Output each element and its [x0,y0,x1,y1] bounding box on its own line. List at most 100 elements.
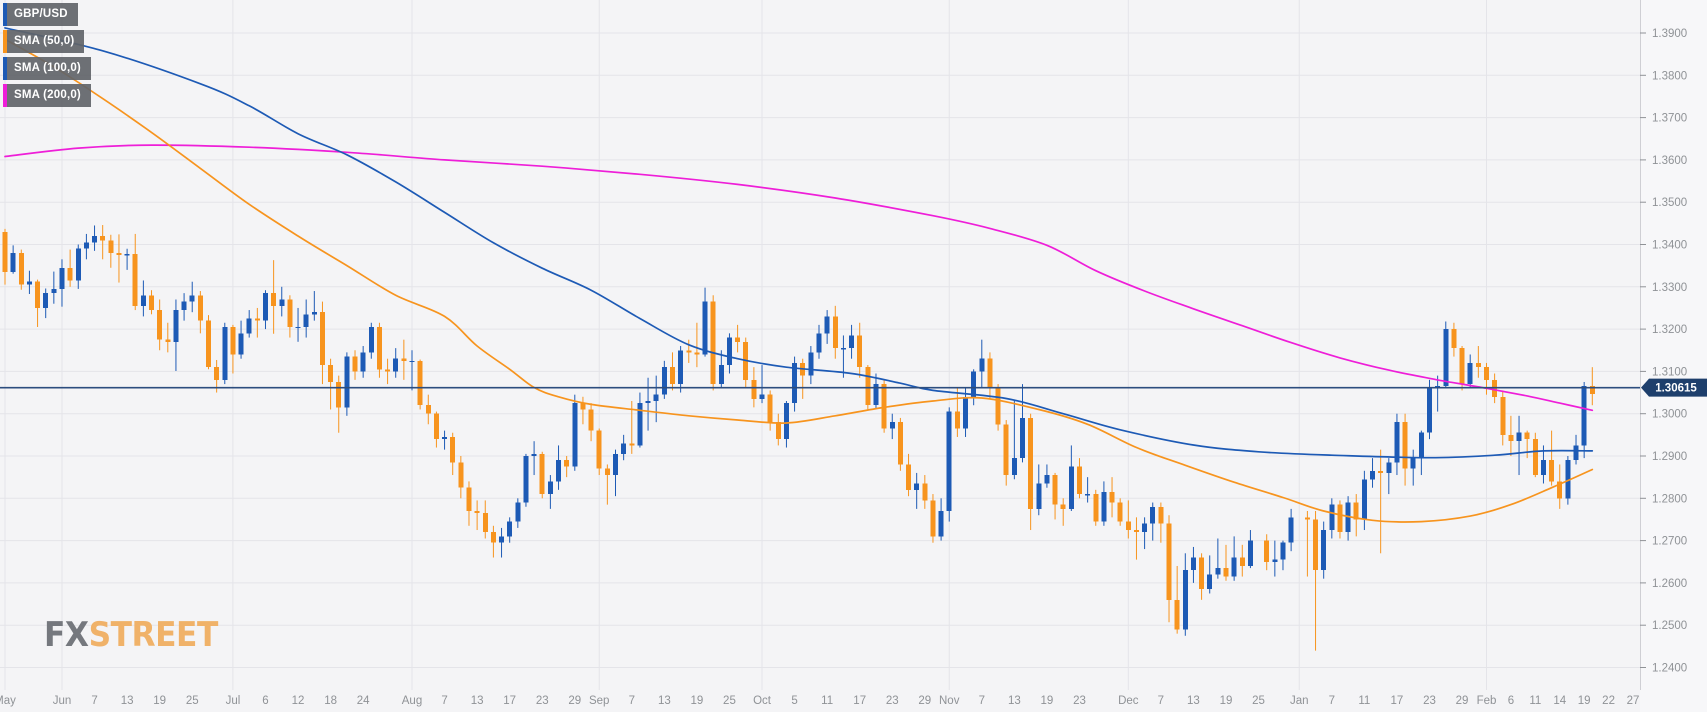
candle [531,453,537,456]
candle [376,326,382,370]
time-tick-label: 29 [918,695,931,707]
candle [311,312,317,315]
time-tick-label: 7 [979,695,985,707]
time-tick-label: 7 [91,695,97,707]
candle [401,358,407,361]
time-tick-label: 29 [568,695,581,707]
legend-item-pair[interactable]: GBP/USD [3,3,78,26]
candle [206,320,211,368]
candle [840,348,846,350]
candle [556,460,562,482]
time-tick-label: 23 [1423,695,1436,707]
sma200-line [4,144,1594,412]
sma50-label: SMA (50,0) [14,35,75,47]
candle [116,252,122,256]
candle [1182,570,1188,630]
time-tick-label: 7 [1158,695,1164,707]
candle [604,468,610,476]
candle [197,295,203,321]
price-tick-label: 1.3500 [1652,197,1687,209]
candle [1321,530,1327,571]
candle [1443,329,1449,387]
candle [661,367,667,395]
candle [442,436,448,440]
candle [450,436,456,463]
candle [149,295,155,311]
time-tick-label: 23 [536,695,549,707]
candles-layer [2,225,1595,651]
candle [1166,523,1172,600]
time-tick-label: Jun [53,695,72,707]
candle [678,350,684,385]
candle [1516,432,1522,442]
time-axis[interactable]: May Jun 7 13 19 25 Jul 6 12 18 24 Aug 7 13 17 23 29 Sep 7 1… [0,695,1639,707]
sma-lines-layer [4,27,1594,523]
candle [2,231,8,272]
candle [433,413,439,440]
candle [1329,504,1335,531]
price-axis[interactable]: 1.3900 1.3800 1.3700 1.3600 1.3500 1.3400 1.33… [1640,28,1687,675]
time-tick-label: 19 [153,695,166,707]
candle [621,443,627,454]
candle [35,281,41,308]
price-tick-label: 1.3100 [1652,366,1687,378]
candle [995,388,1001,425]
candle [930,500,936,537]
sma100-line [4,27,1594,459]
legend-item-sma100[interactable]: SMA (100,0) [3,57,91,80]
legend-item-sma200[interactable]: SMA (200,0) [3,84,91,107]
candle [735,337,741,342]
candle [1361,479,1367,520]
candle [132,254,138,306]
candle [686,350,692,353]
candle [547,481,553,495]
time-tick-label: 11 [1358,695,1370,707]
candle [157,310,163,340]
candle [1573,445,1579,461]
time-tick-label: 13 [1008,695,1021,707]
time-tick-label: 23 [886,695,899,707]
candle [694,352,700,355]
candle [1589,386,1595,394]
candle [832,316,838,349]
legend-item-sma50[interactable]: SMA (50,0) [3,30,85,53]
time-tick-label: 27 [1627,695,1640,707]
candle [1581,386,1587,446]
price-tick-label: 1.3600 [1652,155,1687,167]
time-tick-label: 13 [1187,695,1200,707]
legend: GBP/USD SMA (50,0) SMA (100,0) SMA (200,… [3,3,91,111]
price-tick-label: 1.3800 [1652,70,1687,82]
candle [572,403,578,467]
time-tick-label: 7 [629,695,635,707]
candle [515,502,521,522]
time-tick-label: Dec [1118,695,1139,707]
candle [596,430,602,469]
candle [214,367,220,380]
candle [1557,481,1563,499]
candle [1370,470,1376,480]
candle [1076,466,1082,495]
candle [140,295,146,306]
sma50-color-bar [3,30,7,53]
candle [499,536,505,543]
candle [43,293,49,308]
candle [751,379,757,399]
time-tick-label: 19 [1578,695,1591,707]
time-tick-label: 25 [186,695,199,707]
candle [1028,417,1034,509]
candle [1386,462,1392,473]
price-tick-label: 1.2800 [1652,493,1687,505]
candle [1459,348,1465,385]
time-tick-label: Jan [1290,695,1309,707]
candle [1500,396,1506,435]
candle [816,333,822,353]
candle [1378,470,1384,473]
time-tick-label: 14 [1553,695,1566,707]
candle [629,443,635,446]
candle [1174,599,1180,630]
candle [26,281,32,285]
candle [613,453,618,476]
candle [230,326,236,355]
candle [1011,458,1017,476]
